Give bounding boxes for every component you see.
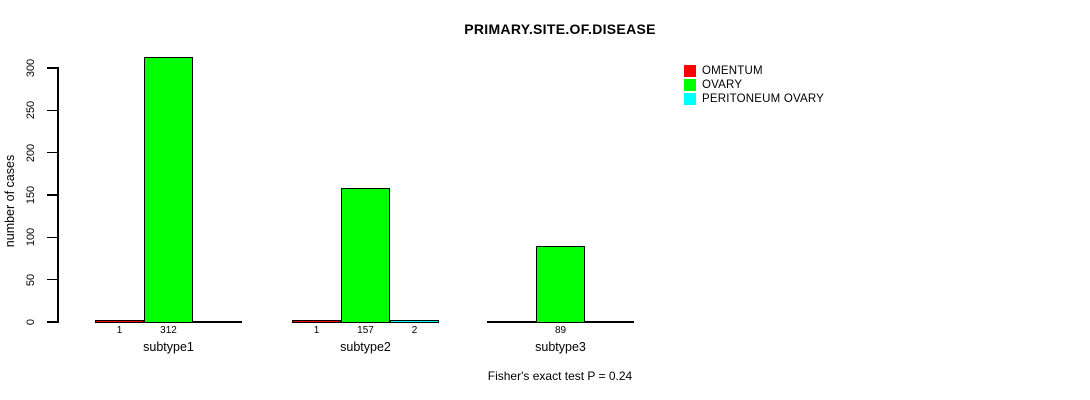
y-axis-tick-label: 100 [25, 228, 37, 247]
y-axis-tick-label: 0 [25, 318, 37, 326]
x-axis-category-label: subtype1 [143, 340, 194, 354]
bar-value-label: 1 [313, 325, 320, 336]
legend-item: OVARY [684, 79, 824, 91]
bar-ovary-subtype1 [144, 57, 193, 323]
bar-omentum-subtype2 [292, 320, 341, 323]
legend-label: OVARY [702, 79, 743, 91]
y-axis-tick [47, 236, 57, 239]
y-axis-tick-label: 250 [25, 101, 37, 120]
chart-title: PRIMARY.SITE.OF.DISEASE [464, 21, 656, 37]
legend-swatch-ovary [684, 79, 696, 91]
y-axis-tick [47, 109, 57, 112]
y-axis-tick-label: 200 [25, 143, 37, 162]
y-axis-tick-label: 300 [25, 58, 37, 78]
bar-value-label: 1 [116, 325, 123, 336]
bar-value-label: 2 [411, 325, 418, 336]
stat-test-annotation: Fisher's exact test P = 0.24 [487, 369, 633, 383]
bar-ovary-subtype3 [536, 245, 585, 323]
chart-legend: OMENTUM OVARY PERITONEUM OVARY [684, 65, 824, 107]
y-axis-tick [47, 194, 57, 196]
y-axis-tick-label: 150 [25, 185, 37, 205]
bar-value-label: 89 [554, 325, 567, 336]
y-axis-tick [47, 321, 57, 323]
bar-ovary-subtype2 [341, 188, 390, 323]
bar-peritoneum-ovary-subtype2 [390, 319, 439, 323]
bar-value-label: 157 [357, 325, 374, 336]
bar-omentum-subtype1 [95, 320, 144, 323]
y-axis-tick [47, 151, 57, 154]
legend-swatch-peritoneum-ovary [684, 93, 696, 105]
bar-value-label: 312 [160, 325, 177, 336]
x-axis-category-label: subtype2 [340, 340, 391, 354]
legend-label: OMENTUM [702, 65, 763, 77]
y-axis-line [57, 67, 59, 323]
y-axis-tick [47, 278, 57, 281]
legend-label: PERITONEUM OVARY [702, 93, 825, 105]
y-axis-tick [47, 67, 57, 69]
y-axis-tick-label: 50 [25, 273, 37, 286]
x-axis-category-label: subtype3 [535, 340, 586, 354]
legend-item: OMENTUM [684, 65, 824, 77]
legend-swatch-omentum [684, 65, 696, 77]
legend-item: PERITONEUM OVARY [684, 93, 824, 105]
